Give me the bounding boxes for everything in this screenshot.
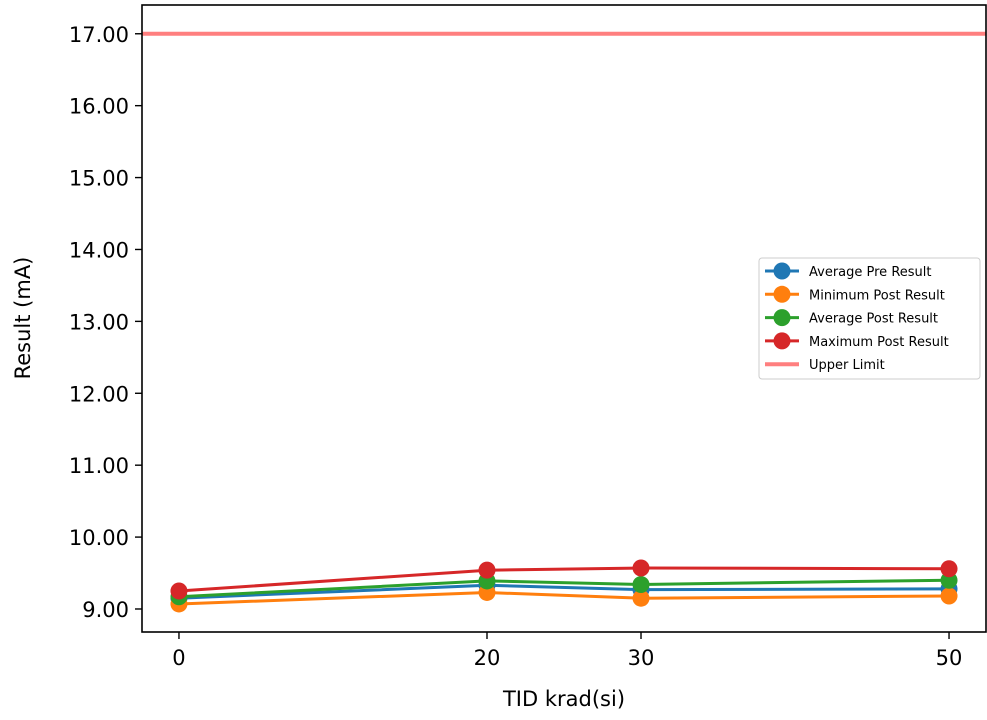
series-3-point-2 (632, 559, 650, 577)
x-tick-label: 20 (474, 646, 501, 670)
y-tick-label: 13.00 (69, 310, 129, 334)
series-line-1 (178, 590, 950, 606)
y-tick-label: 14.00 (69, 238, 129, 262)
y-axis: 9.00 10.00 11.00 12.00 13.00 14.00 15.00 16.00 1… (69, 23, 142, 622)
series-line-3 (178, 566, 950, 593)
series-1-point-3 (940, 587, 958, 605)
y-tick-label: 16.00 (69, 95, 129, 119)
series-1-point-2 (632, 589, 650, 607)
legend-marker-3 (773, 332, 791, 350)
x-tick-label: 0 (172, 646, 185, 670)
y-tick-label: 12.00 (69, 382, 129, 406)
series-line-2 (178, 578, 950, 599)
legend: Average Pre Result Minimum Post Result Ave… (758, 257, 981, 380)
plot-area (142, 31, 986, 613)
plot-frame (141, 4, 987, 633)
y-tick-label: 11.00 (69, 454, 129, 478)
x-axis: 0 20 30 50 (172, 632, 962, 670)
legend-label-4: Upper Limit (809, 358, 885, 373)
legend-marker-1 (773, 285, 791, 303)
series-2-point-2 (632, 576, 650, 594)
series-3-point-1 (478, 561, 496, 579)
x-tick-label: 30 (628, 646, 655, 670)
legend-marker-0 (773, 262, 791, 280)
legend-label-0: Average Pre Result (809, 265, 931, 280)
series-3-point-3 (940, 560, 958, 578)
x-tick-label: 50 (936, 646, 963, 670)
y-axis-title: Result (mA) (11, 257, 35, 380)
y-tick-label: 10.00 (69, 526, 129, 550)
x-axis-title: TID krad(si) (502, 687, 625, 711)
legend-box (758, 257, 981, 380)
y-tick-label: 15.00 (69, 167, 129, 191)
y-tick-label: 9.00 (82, 598, 129, 622)
legend-label-1: Minimum Post Result (809, 288, 945, 303)
series-line-0 (178, 583, 950, 600)
legend-label-3: Maximum Post Result (809, 335, 949, 350)
legend-marker-2 (773, 309, 791, 327)
y-tick-label: 17.00 (69, 23, 129, 47)
series-3-point-0 (170, 582, 188, 600)
legend-label-2: Average Post Result (809, 312, 938, 327)
